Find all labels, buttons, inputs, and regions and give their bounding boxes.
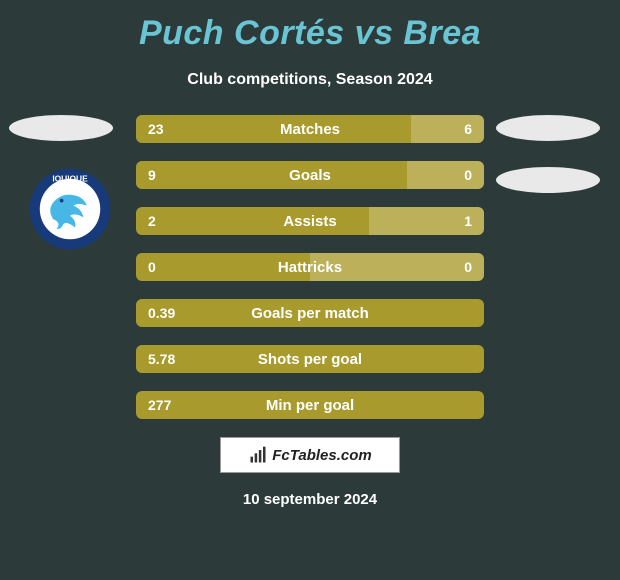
stat-bar-track — [136, 161, 484, 189]
stat-row: Shots per goal5.78 — [136, 345, 484, 373]
stat-bar-left-segment — [136, 161, 407, 189]
stat-bar-left-segment — [136, 391, 484, 419]
player1-club-logo-placeholder — [9, 115, 113, 141]
stat-bar-track — [136, 299, 484, 327]
brand-text: FcTables.com — [272, 447, 371, 464]
chart-icon — [248, 445, 268, 465]
stat-bar-right-segment — [407, 161, 484, 189]
stat-row: Matches236 — [136, 115, 484, 143]
stat-bar-left-segment — [136, 253, 310, 281]
player1-club-badge: IQUIQUE — [28, 167, 112, 251]
stat-bar-left-segment — [136, 207, 369, 235]
stat-bar-right-segment — [310, 253, 484, 281]
player2-club-logo-placeholder — [496, 115, 600, 141]
stat-row: Hattricks00 — [136, 253, 484, 281]
stat-bar-track — [136, 253, 484, 281]
stat-bar-right-segment — [411, 115, 484, 143]
stat-bars: Matches236 Goals90 Assists21 Hattricks00 Goa… — [136, 115, 484, 419]
stat-bar-left-segment — [136, 115, 411, 143]
club-badge-icon: IQUIQUE — [28, 167, 112, 251]
stat-bar-right-segment — [369, 207, 484, 235]
stat-bar-track — [136, 115, 484, 143]
badge-label: IQUIQUE — [52, 173, 88, 183]
stat-row: Goals per match0.39 — [136, 299, 484, 327]
ellipse-icon — [496, 115, 600, 141]
ellipse-icon — [9, 115, 113, 141]
brand-badge: FcTables.com — [220, 437, 400, 473]
stat-row: Min per goal277 — [136, 391, 484, 419]
stat-bar-left-segment — [136, 299, 484, 327]
player2-nation-logo-placeholder — [496, 167, 600, 193]
stat-bar-track — [136, 391, 484, 419]
stat-bar-track — [136, 345, 484, 373]
stat-row: Goals90 — [136, 161, 484, 189]
page-subtitle: Club competitions, Season 2024 — [0, 71, 620, 89]
comparison-panel: IQUIQUE Matches236 Goals90 Assists21 Hattri… — [0, 115, 620, 419]
footer-date: 10 september 2024 — [0, 491, 620, 508]
page-title: Puch Cortés vs Brea — [0, 0, 620, 53]
stat-row: Assists21 — [136, 207, 484, 235]
stat-bar-left-segment — [136, 345, 484, 373]
stat-bar-track — [136, 207, 484, 235]
ellipse-icon — [496, 167, 600, 193]
